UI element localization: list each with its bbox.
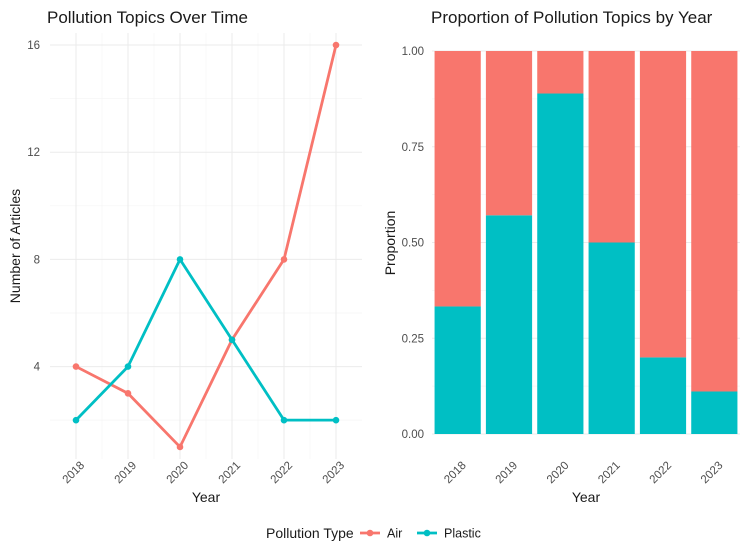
data-point-air [124,390,132,397]
x-tick-label: 2018 [61,460,88,487]
series-line-plastic [74,257,336,422]
x-tick-label: 2023 [699,460,726,487]
data-point-plastic [332,416,340,424]
bar-segment-plastic [485,215,533,434]
x-tick-label: 2019 [494,460,521,487]
chart-title: Pollution Topics Over Time [47,8,248,27]
data-point-air [332,41,340,49]
legend-label-air: Air [387,527,402,541]
legend-label-plastic: Plastic [444,527,481,541]
legend-title: Pollution Type [266,525,354,541]
y-tick-label: 16 [27,40,40,52]
data-point-plastic [176,256,184,263]
bar-segment-air [537,51,584,94]
bar-segment-plastic [434,306,481,434]
line-chart-panel: 4 8 12 16 2018 2019 2020 2021 2022 2023 Pollution … [7,8,362,505]
legend-key-point-plastic [423,529,431,537]
series-line-air [75,44,338,449]
x-tick-label: 2020 [165,460,192,487]
data-point-air [280,256,288,263]
data-point-plastic [124,363,132,370]
bar-segment-plastic [639,357,687,434]
bar-segment-plastic [588,242,635,434]
x-tick-label: 2019 [113,460,140,487]
legend: Pollution Type Air Plastic [266,525,481,541]
data-point-air [72,363,80,370]
legend-key-point-air [366,529,374,537]
x-tick-label: 2021 [596,460,623,487]
data-point-plastic [228,336,236,344]
bar-segment-plastic [537,93,584,434]
x-axis-title: Year [572,489,601,505]
bar-segment-air [588,51,635,243]
y-axis-title: Number of Articles [7,189,23,303]
x-axis-title: Year [192,489,221,505]
y-tick-label: 4 [34,362,41,374]
bar-segment-plastic [691,391,738,434]
y-tick-label: 0.50 [402,238,424,250]
chart-title: Proportion of Pollution Topics by Year [431,8,713,27]
x-tick-label: 2022 [648,460,675,487]
x-tick-label: 2018 [442,460,469,487]
y-tick-label: 0.00 [402,429,424,441]
x-tick-label: 2021 [217,460,244,487]
x-tick-label: 2023 [321,460,348,487]
y-tick-label: 8 [34,254,40,266]
x-tick-label: 2020 [545,460,572,487]
y-tick-label: 0.25 [402,333,424,345]
data-point-air [176,443,184,451]
bar-segment-air [434,51,481,307]
bar-segment-air [639,51,687,358]
x-tick-label: 2022 [269,460,296,487]
data-point-plastic [280,416,288,424]
y-tick-label: 12 [27,147,40,159]
y-axis-title: Proportion [382,211,398,276]
y-tick-label: 1.00 [402,46,424,58]
data-point-plastic [72,416,80,424]
stacked-bar-chart-panel: 0.00 0.25 0.50 0.75 1.00 2018 2019 2020 2021 2022… [382,8,740,505]
bar-segment-air [691,51,738,392]
y-tick-label: 0.75 [402,142,424,154]
bar-segment-air [485,51,533,216]
